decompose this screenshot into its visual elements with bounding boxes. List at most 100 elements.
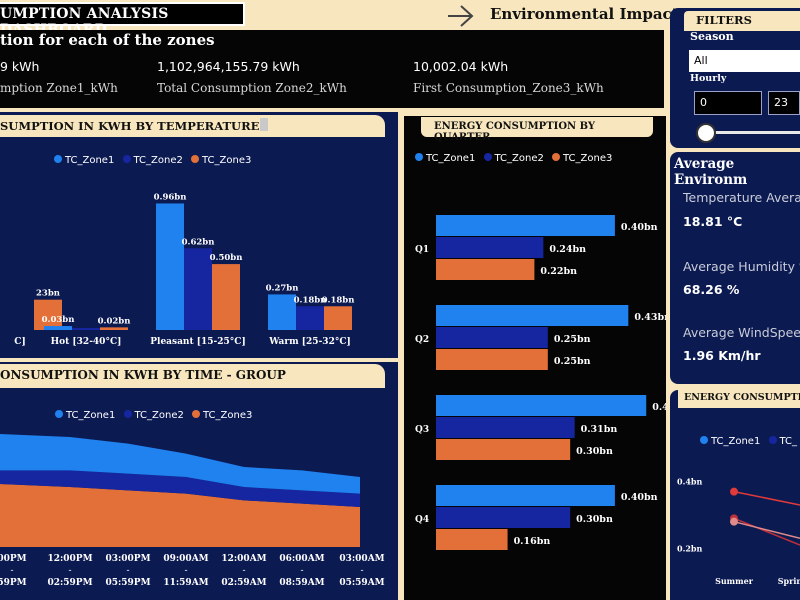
time-tick-dash: - — [360, 566, 363, 576]
time-tick-top: 12:00AM — [221, 554, 266, 564]
legend-zone3-label: TC_Zone3 — [203, 410, 253, 421]
legend-zone3-label: TC_Zone3 — [202, 155, 252, 166]
temp-bar-label: 0.96bn — [154, 192, 187, 202]
filters-title: FILTERS — [684, 11, 800, 31]
time-area-tc_zone1 — [0, 434, 360, 494]
quarter-bar-tc_zone3 — [436, 529, 508, 550]
quarter-bar-label: 0.43bn — [634, 312, 666, 323]
legend-zone2-label: TC_Zone2 — [133, 155, 183, 166]
quarter-bar-tc_zone1 — [436, 395, 647, 416]
quarter-bar-chart: 0.40bn 0.24bn 0.22bn Q1 0.43bn 0.25bn 0.25bn Q2… — [415, 215, 666, 550]
temp-bar-tc_zone2 — [184, 248, 212, 330]
legend-zone1-dot — [415, 153, 423, 161]
time-tick-top: 06:00AM — [279, 554, 324, 564]
legend-zone1-dot — [54, 155, 62, 163]
season-label: Season — [690, 30, 734, 43]
quarter-bar-label: 0.40bn — [621, 222, 658, 233]
quarter-bar-label: 0.30bn — [576, 446, 613, 457]
temp-bar-tc_zone3 — [100, 327, 128, 330]
humidity-average-label: Average Humidity % — [683, 259, 800, 274]
temp-category-label: Warm [25-32°C] — [268, 337, 351, 347]
time-tick-top: 12:00PM — [47, 554, 92, 564]
time-tick-dash: - — [242, 566, 245, 576]
quarter-bar-label: 0.40bn — [621, 492, 658, 503]
legend-zone3-dot — [552, 153, 561, 161]
time-tick-bottom: 08:59AM — [279, 578, 324, 588]
kpi-heading: tion for each of the zones — [0, 31, 215, 49]
kpi-zone3-value: 10,002.04 kWh — [413, 59, 509, 74]
legend-zone1-dot — [55, 410, 63, 418]
temp-bar-label: 0.50bn — [210, 253, 243, 263]
quarter-bar-tc_zone2 — [436, 417, 575, 438]
temp-bar-label: 0.18bn — [322, 295, 355, 305]
season-dropdown[interactable]: All — [689, 50, 800, 72]
season-line — [733, 490, 800, 506]
quarter-bar-tc_zone3 — [436, 349, 548, 370]
temp-bar-tc_zone3 — [212, 264, 240, 330]
time-tick-top: 03:00AM — [339, 554, 384, 564]
temperature-average-label: Temperature Averag — [683, 190, 800, 205]
time-tick-dash: - — [300, 566, 303, 576]
quarter-bar-label: 0.30bn — [576, 514, 613, 525]
temp-bar-tc_zone3 — [34, 299, 62, 330]
hour-max-input[interactable]: 23 — [768, 91, 800, 115]
temp-bar-tc_zone1 — [268, 294, 296, 330]
quarter-category-label: Q2 — [415, 335, 429, 345]
kpi-zone1-value: 9 kWh — [0, 59, 40, 74]
legend-zone1-label: TC_Zone1 — [66, 410, 116, 421]
quarter-bar-label: 0.16bn — [514, 536, 551, 547]
time-tick-bottom: 11:59AM — [163, 578, 208, 588]
quarter-bar-label: 0.47bn — [652, 402, 666, 413]
temperature-bar-chart: 23bn C] 0.03bn 0.02bn Hot [32-40°C] 0.96bn 0.6… — [14, 192, 355, 347]
hour-slider-handle[interactable] — [696, 123, 716, 143]
temp-bar-label: 0.62bn — [182, 237, 215, 247]
temp-bar-label: 0.03bn — [42, 315, 75, 325]
arrow-right-icon[interactable] — [446, 3, 476, 29]
quarter-category-label: Q4 — [415, 515, 429, 525]
temp-bar-label: 0.27bn — [266, 283, 299, 293]
season-line-chart: 0.4bn 0.2bn Summer Sprin — [677, 477, 800, 586]
legend-zone1-dot — [700, 436, 708, 444]
time-tick-top: 03:00PM — [105, 554, 150, 564]
title-cursor — [260, 118, 268, 131]
time-tick-top: 00PM — [0, 554, 27, 564]
dashboard-title: UMPTION ANALYSIS DASHBOARD — [0, 2, 245, 38]
kpi-zone2-label: Total Consumption Zone2_kWh — [157, 81, 347, 95]
legend-zone2-dot — [122, 155, 131, 163]
time-tick-dash: - — [126, 566, 129, 576]
season-x-tick: Summer — [715, 576, 754, 586]
hour-min-input[interactable]: 0 — [694, 91, 762, 115]
legend-zone2-label: TC_ — [779, 436, 798, 447]
season-chart-legend: TC_Zone1 TC_ — [700, 436, 797, 447]
temperature-average-value: 18.81 °C — [683, 214, 743, 229]
quarter-chart-title: ENERGY CONSUMPTION BY QUARTER — [421, 117, 653, 143]
humidity-average-value: 68.26 % — [683, 282, 740, 297]
temp-bar-tc_zone1 — [156, 203, 184, 330]
temp-category-label: C] — [14, 337, 25, 347]
temp-bar-tc_zone2 — [296, 306, 324, 330]
legend-zone1-label: TC_Zone1 — [65, 155, 115, 166]
temp-bar-tc_zone1 — [44, 326, 72, 330]
legend-zone3-label: TC_Zone3 — [563, 153, 613, 164]
quarter-chart-legend: TC_Zone1 TC_Zone2 TC_Zone3 — [415, 153, 612, 164]
environment-panel — [670, 152, 800, 384]
temperature-chart-legend: TC_Zone1 TC_Zone2 TC_Zone3 — [49, 155, 251, 166]
environment-title: Average Environm — [674, 156, 748, 188]
season-line — [733, 520, 800, 540]
legend-zone2-dot — [483, 153, 492, 161]
filters-panel — [670, 8, 800, 148]
season-line — [733, 517, 800, 546]
quarter-category-label: Q3 — [415, 425, 429, 435]
quarter-bar-tc_zone1 — [436, 305, 629, 326]
time-area-chart: 00PM - 59PM 12:00PM - 02:59PM 03:00PM - 05:59PM 0… — [0, 434, 385, 588]
time-area-tc_zone2 — [0, 470, 360, 507]
hour-slider-track[interactable] — [705, 131, 800, 134]
season-x-tick: Sprin — [778, 576, 800, 586]
legend-zone3-dot — [191, 155, 200, 163]
temp-bar-tc_zone3 — [324, 306, 352, 330]
time-tick-bottom: 05:59AM — [339, 578, 384, 588]
kpi-panel — [0, 30, 664, 108]
legend-zone1-label: TC_Zone1 — [426, 153, 476, 164]
temp-category-label: Hot [32-40°C] — [51, 337, 122, 347]
nav-environmental-impact[interactable]: Environmental Impact — [490, 5, 679, 23]
